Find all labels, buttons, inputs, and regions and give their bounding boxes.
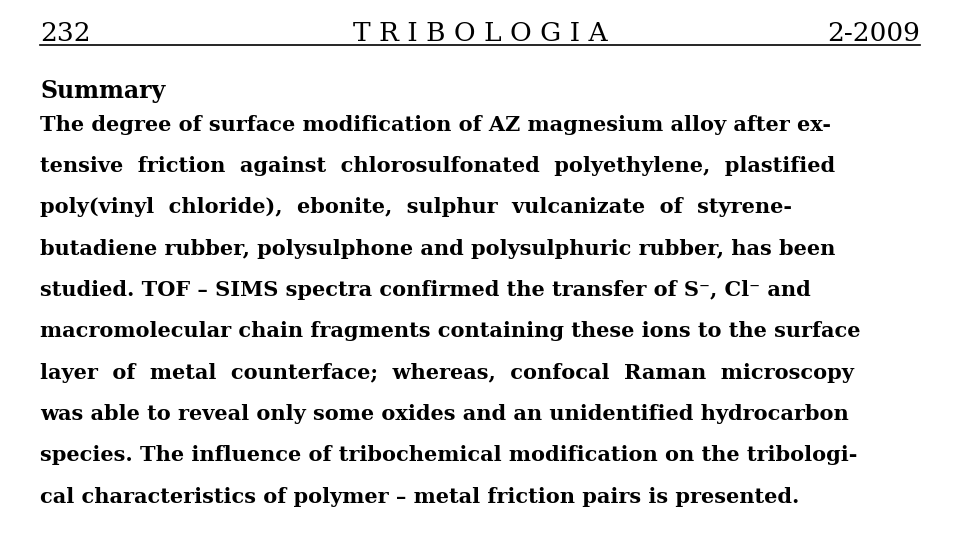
Text: 2-2009: 2-2009 <box>827 21 920 46</box>
Text: was able to reveal only some oxides and an unidentified hydrocarbon: was able to reveal only some oxides and … <box>40 404 849 424</box>
Text: cal characteristics of polymer – metal friction pairs is presented.: cal characteristics of polymer – metal f… <box>40 487 800 507</box>
Text: 232: 232 <box>40 21 91 46</box>
Text: macromolecular chain fragments containing these ions to the surface: macromolecular chain fragments containin… <box>40 322 861 341</box>
Text: butadiene rubber, polysulphone and polysulphuric rubber, has been: butadiene rubber, polysulphone and polys… <box>40 238 836 259</box>
Text: species. The influence of tribochemical modification on the tribologi-: species. The influence of tribochemical … <box>40 445 857 465</box>
Text: layer  of  metal  counterface;  whereas,  confocal  Raman  microscopy: layer of metal counterface; whereas, con… <box>40 363 854 383</box>
Text: The degree of surface modification of AZ magnesium alloy after ex-: The degree of surface modification of AZ… <box>40 115 831 135</box>
Text: T R I B O L O G I A: T R I B O L O G I A <box>352 21 608 46</box>
Text: poly(vinyl  chloride),  ebonite,  sulphur  vulcanizate  of  styrene-: poly(vinyl chloride), ebonite, sulphur v… <box>40 197 792 218</box>
Text: studied. TOF – SIMS spectra confirmed the transfer of S⁻, Cl⁻ and: studied. TOF – SIMS spectra confirmed th… <box>40 280 811 300</box>
Text: Summary: Summary <box>40 79 165 103</box>
Text: tensive  friction  against  chlorosulfonated  polyethylene,  plastified: tensive friction against chlorosulfonate… <box>40 156 835 176</box>
